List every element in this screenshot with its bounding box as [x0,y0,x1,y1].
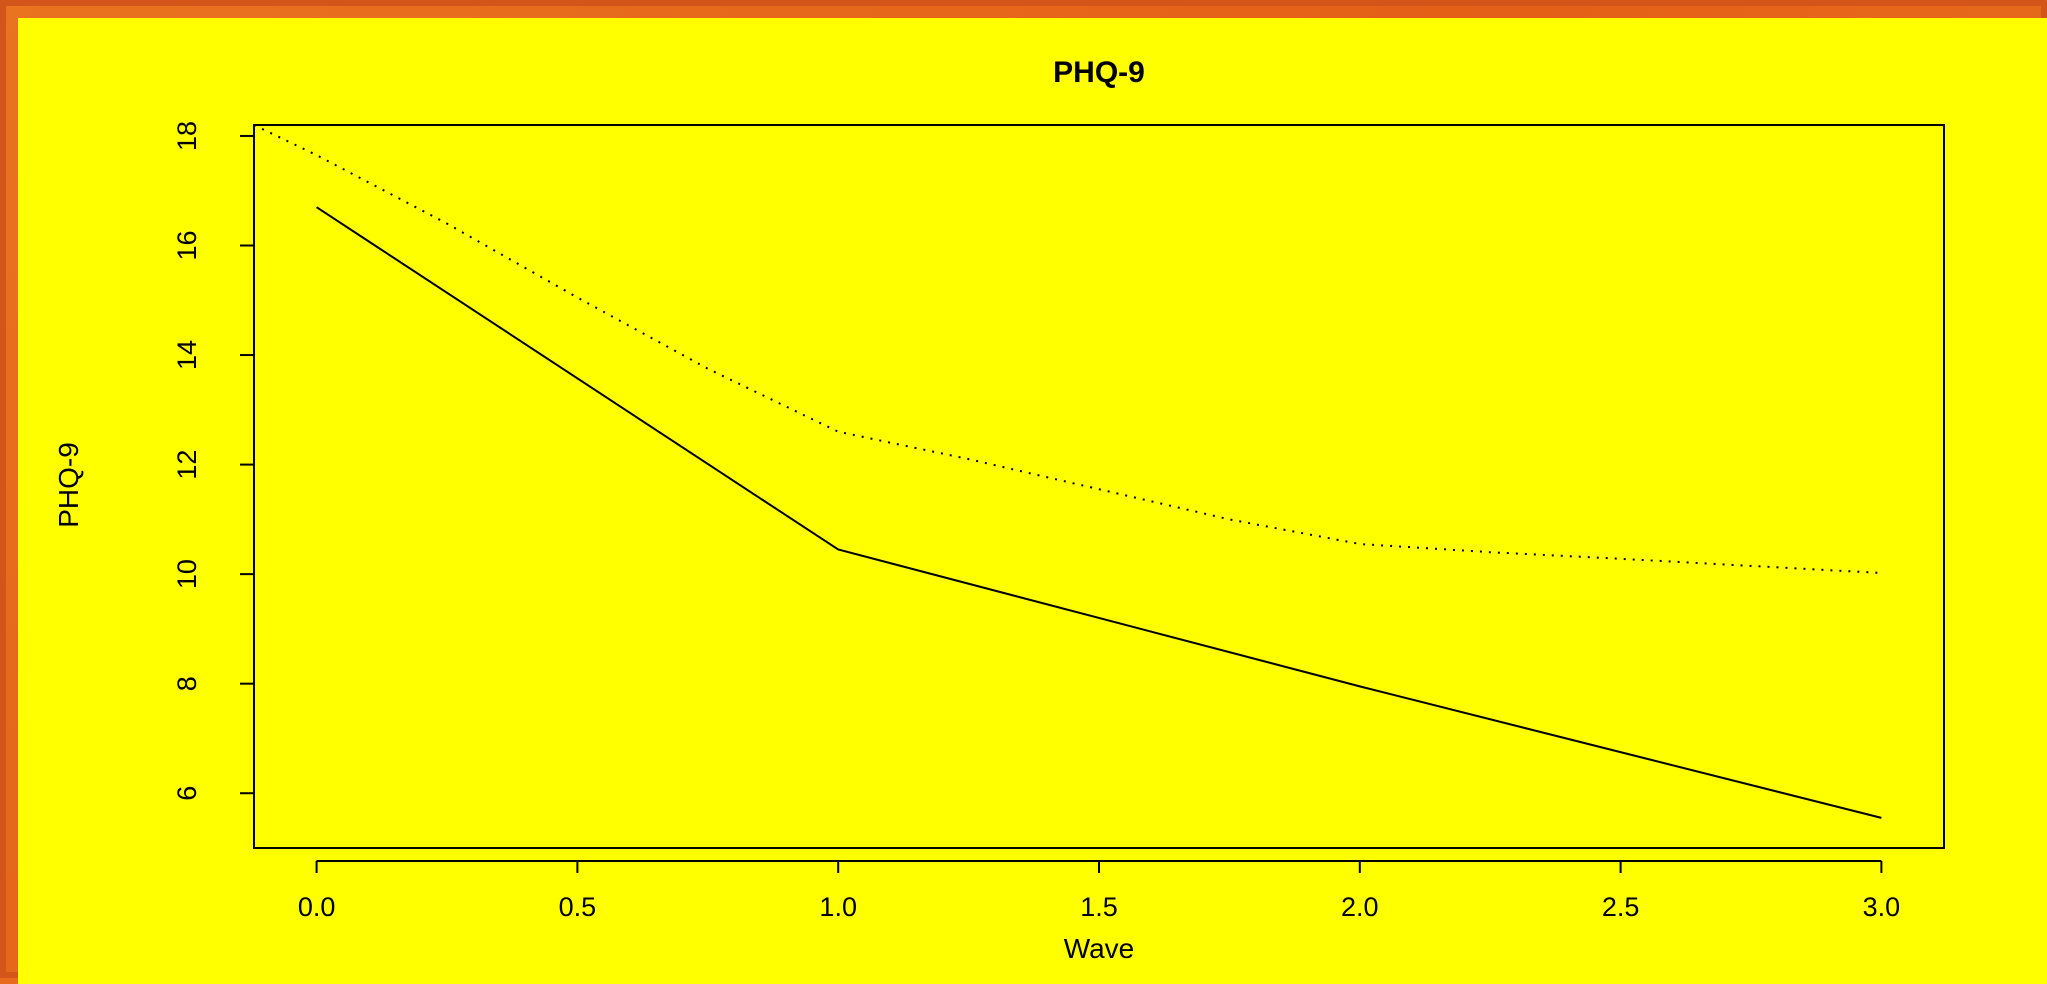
series-layer [253,124,1882,819]
x-tick-label: 0.5 [559,892,597,922]
x-axis: 0.0 0.5 1.0 1.5 2.0 2.5 3.0 [298,860,1901,922]
x-axis-label: Wave [1064,933,1135,964]
y-tick-label: 18 [172,121,202,151]
x-tick-label: 2.5 [1602,892,1640,922]
y-tick-label: 6 [172,786,202,801]
chart-panel: PHQ-9 Wave PHQ-9 0.0 0.5 1.0 1.5 2.0 2.5 3.0 6… [18,18,2047,984]
x-tick-label: 3.0 [1863,892,1901,922]
line-chart: PHQ-9 Wave PHQ-9 0.0 0.5 1.0 1.5 2.0 2.5 3.0 6… [53,56,1945,964]
x-tick-label: 2.0 [1341,892,1379,922]
solid-series-line [316,206,1882,819]
x-tick-label: 1.0 [819,892,857,922]
plot-area-border [253,124,1945,849]
dotted-series-line [253,124,1882,574]
x-tick-label: 0.0 [298,892,336,922]
y-tick-label: 14 [172,340,202,370]
y-tick-label: 10 [172,559,202,589]
y-tick-label: 12 [172,450,202,480]
y-axis-label: PHQ-9 [53,442,84,528]
x-tick-label: 1.5 [1080,892,1118,922]
y-tick-label: 16 [172,230,202,260]
y-axis: 6 8 10 12 14 16 18 [172,121,255,801]
chart-title: PHQ-9 [1053,56,1145,89]
y-tick-label: 8 [172,676,202,691]
